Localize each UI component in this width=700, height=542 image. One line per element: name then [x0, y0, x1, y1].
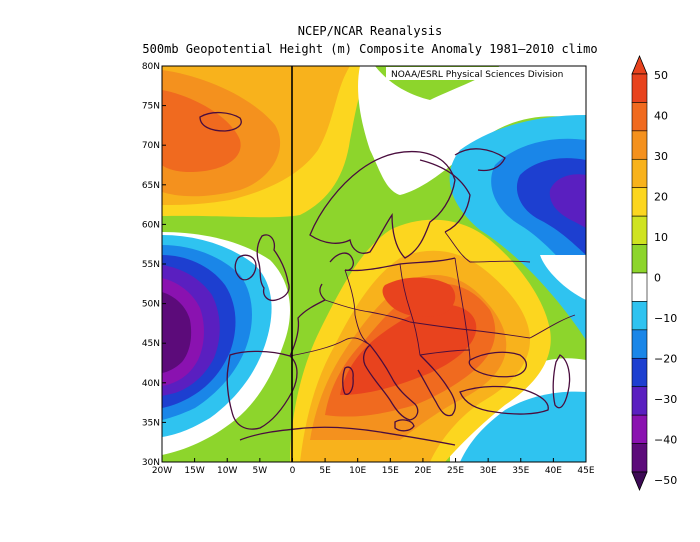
colorbar-label: −10	[654, 312, 677, 325]
colorbar-segment	[631, 301, 648, 331]
lat-tick-label: 35N	[142, 418, 160, 428]
lon-tick-label: 35E	[512, 466, 529, 476]
country-borders	[289, 231, 576, 361]
colorbar-segment	[631, 130, 648, 160]
colorbar-segment	[631, 73, 648, 103]
colorbar-segment	[631, 215, 648, 245]
colorbar-top-arrow	[631, 54, 648, 75]
lon-tick-label: 15W	[184, 466, 204, 476]
chart-title: NCEP/NCAR Reanalysis	[297, 24, 443, 38]
latitude-ticks: 30N 35N 40N 45N 50N 55N 60N 65N 70N 75N 80N	[142, 62, 166, 468]
lat-tick-label: 60N	[142, 220, 160, 230]
lat-tick-label: 30N	[142, 458, 160, 468]
lat-tick-label: 65N	[142, 181, 160, 191]
colorbar-segment	[631, 158, 648, 189]
lon-tick-label: 10E	[349, 466, 366, 476]
lat-tick-label: 70N	[142, 141, 160, 151]
colorbar-bottom-arrow	[631, 471, 648, 492]
anomaly-field	[162, 66, 586, 462]
lon-tick-label: 20W	[152, 466, 172, 476]
lon-tick-label: 45E	[577, 466, 594, 476]
colorbar-label: 50	[654, 69, 668, 82]
colorbar-label: 0	[654, 272, 661, 285]
lon-tick-label: 5W	[253, 466, 268, 476]
lon-tick-label: 20E	[414, 466, 431, 476]
colorbar-label: −50	[654, 474, 677, 487]
lat-tick-label: 75N	[142, 102, 160, 112]
lon-tick-label: 5E	[319, 466, 331, 476]
colorbar-label: −40	[654, 434, 677, 447]
colorbar-label: 40	[654, 110, 668, 123]
credit-text: NOAA/ESRL Physical Sciences Division	[391, 70, 563, 80]
colorbar-segment	[631, 329, 648, 359]
colorbar-label: −30	[654, 393, 677, 406]
chart-subtitle: 500mb Geopotential Height (m) Composite …	[142, 42, 598, 56]
colorbar-segment	[631, 386, 648, 416]
colorbar-label: 30	[654, 150, 668, 163]
colorbar-segment	[631, 357, 648, 388]
colorbar-segment	[631, 102, 648, 132]
lat-tick-label: 45N	[142, 339, 160, 349]
colorbar-segment	[631, 187, 648, 217]
longitude-ticks: 20W 15W 10W 5W 0 5E 10E 15E 20E 25E 30E 35E 40E 45E	[152, 458, 595, 476]
lat-tick-label: 80N	[142, 62, 160, 72]
lat-tick-label: 55N	[142, 260, 160, 270]
lon-tick-label: 15E	[382, 466, 399, 476]
colorbar-segment	[631, 443, 648, 473]
colorbar: 50 40 30 20 10 0 −10 −20 −30 −40 −50	[631, 54, 677, 492]
colorbar-segment	[631, 272, 648, 302]
lat-tick-label: 40N	[142, 379, 160, 389]
lon-tick-label: 10W	[217, 466, 237, 476]
colorbar-label: 20	[654, 191, 668, 204]
colorbar-segment	[631, 414, 648, 444]
lon-tick-label: 40E	[545, 466, 562, 476]
lon-tick-label: 0	[290, 466, 296, 476]
credit-box	[386, 67, 585, 80]
lon-tick-label: 25E	[447, 466, 464, 476]
lon-tick-label: 30E	[480, 466, 497, 476]
colorbar-label: 10	[654, 231, 668, 244]
lat-tick-label: 50N	[142, 300, 160, 310]
colorbar-label: −20	[654, 353, 677, 366]
colorbar-segment	[631, 244, 648, 274]
